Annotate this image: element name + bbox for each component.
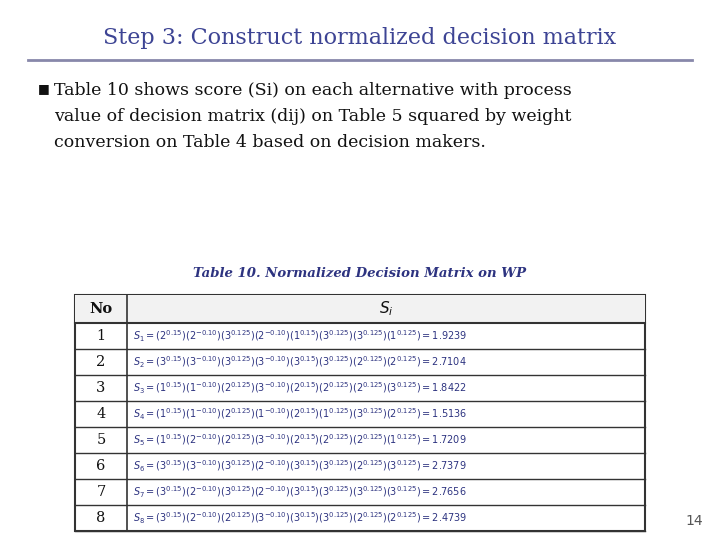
Text: 5: 5 [96,433,106,447]
Text: value of decision matrix (dij) on Table 5 squared by weight: value of decision matrix (dij) on Table … [54,108,572,125]
Text: $S_i$: $S_i$ [379,300,393,319]
Text: 6: 6 [96,459,106,473]
Text: No: No [89,302,112,316]
Text: Table 10 shows score (Si) on each alternative with process: Table 10 shows score (Si) on each altern… [54,82,572,99]
Text: 4: 4 [96,407,106,421]
Text: $S_4=(1^{0.15})(1^{-0.10})(2^{0.125})(1^{-0.10})(2^{0.15})(1^{0.125})(3^{0.125}): $S_4=(1^{0.15})(1^{-0.10})(2^{0.125})(1^… [133,406,467,422]
Bar [75,295,645,531]
Text: conversion on Table 4 based on decision makers.: conversion on Table 4 based on decision … [54,134,486,151]
Text: 3: 3 [96,381,106,395]
Text: $S_8=(3^{0.15})(2^{-0.10})(2^{0.125})(3^{-0.10})(3^{0.15})(3^{0.125})(2^{0.125}): $S_8=(3^{0.15})(2^{-0.10})(2^{0.125})(3^… [133,510,467,526]
Text: $S_2=(3^{0.15})(3^{-0.10})(3^{0.125})(3^{-0.10})(3^{0.15})(3^{0.125})(2^{0.125}): $S_2=(3^{0.15})(3^{-0.10})(3^{0.125})(3^… [133,354,467,370]
Text: 7: 7 [96,485,106,499]
Text: $S_5=(1^{0.15})(2^{-0.10})(2^{0.125})(3^{-0.10})(2^{0.15})(2^{0.125})(2^{0.125}): $S_5=(1^{0.15})(2^{-0.10})(2^{0.125})(3^… [133,433,467,448]
Text: $S_3=(1^{0.15})(1^{-0.10})(2^{0.125})(3^{-0.10})(2^{0.15})(2^{0.125})(2^{0.125}): $S_3=(1^{0.15})(1^{-0.10})(2^{0.125})(3^… [133,380,467,396]
Text: 1: 1 [96,329,106,343]
Text: 8: 8 [96,511,106,525]
Text: 2: 2 [96,355,106,369]
Text: $S_7=(3^{0.15})(2^{-0.10})(3^{0.125})(2^{-0.10})(3^{0.15})(3^{0.125})(3^{0.125}): $S_7=(3^{0.15})(2^{-0.10})(3^{0.125})(2^… [133,484,467,500]
Text: $S_6=(3^{0.15})(3^{-0.10})(3^{0.125})(2^{-0.10})(3^{0.15})(3^{0.125})(2^{0.125}): $S_6=(3^{0.15})(3^{-0.10})(3^{0.125})(2^… [133,458,467,474]
Text: Table 10. Normalized Decision Matrix on WP: Table 10. Normalized Decision Matrix on … [194,267,526,280]
Bar [75,295,645,323]
Text: Step 3: Construct normalized decision matrix: Step 3: Construct normalized decision ma… [104,27,616,49]
Text: 14: 14 [685,514,703,528]
Text: $S_1=(2^{0.15})(2^{-0.10})(3^{0.125})(2^{-0.10})(1^{0.15})(3^{0.125})(3^{0.125}): $S_1=(2^{0.15})(2^{-0.10})(3^{0.125})(2^… [133,328,467,343]
Text: ■: ■ [38,82,50,95]
